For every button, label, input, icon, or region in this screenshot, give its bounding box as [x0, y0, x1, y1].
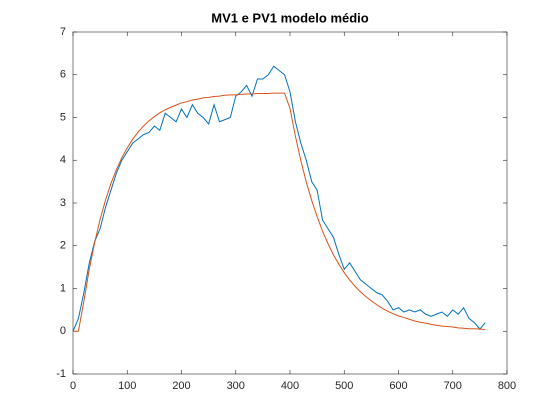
x-tick-label: 100 [118, 380, 136, 392]
y-tick-label: 3 [60, 197, 66, 209]
x-tick-label: 300 [227, 380, 245, 392]
y-tick-label: 0 [60, 325, 66, 337]
y-tick-label: 4 [60, 154, 66, 166]
y-tick-label: 7 [60, 26, 66, 38]
y-tick-label: 2 [60, 240, 66, 252]
x-tick-label: 200 [172, 380, 190, 392]
x-tick-label: 400 [281, 380, 299, 392]
series-line [72, 65, 486, 332]
x-tick-label: 0 [70, 380, 76, 392]
y-tick-label: 5 [60, 111, 66, 123]
series-line [73, 92, 486, 332]
plot-area [72, 31, 508, 375]
y-tick-label: 1 [60, 282, 66, 294]
y-tick-label: 6 [60, 69, 66, 81]
x-tick-label: 500 [335, 380, 353, 392]
y-tick-label: -1 [56, 368, 66, 380]
x-tick-label: 800 [498, 380, 516, 392]
x-tick-label: 600 [389, 380, 407, 392]
chart-title: MV1 e PV1 modelo médio [211, 10, 369, 25]
x-tick-label: 700 [444, 380, 462, 392]
